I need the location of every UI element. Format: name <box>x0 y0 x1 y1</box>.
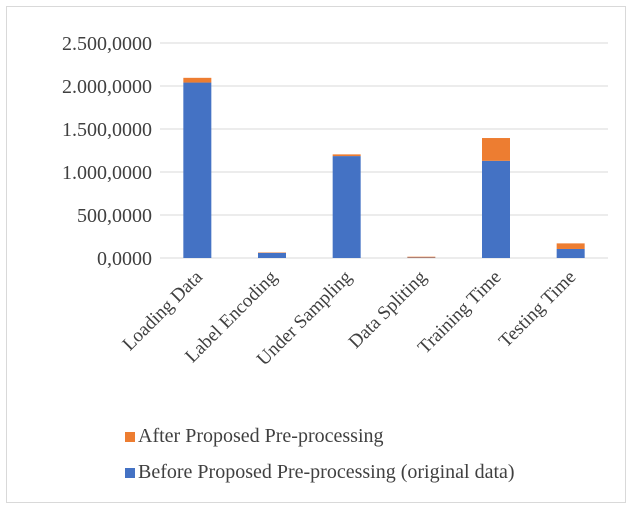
y-tick-label: 0,0000 <box>97 248 152 270</box>
bar-segment-before <box>482 160 510 258</box>
y-tick-label: 2.000,0000 <box>62 76 152 98</box>
legend-label-before: Before Proposed Pre-processing (original… <box>138 461 515 483</box>
legend-swatch-after <box>125 431 135 442</box>
legend-item-after: After Proposed Pre-processing <box>125 425 384 448</box>
y-tick-label: 1.000,0000 <box>62 162 152 184</box>
chart-frame <box>6 6 626 503</box>
y-tick-label: 1.500,0000 <box>62 119 152 141</box>
y-tick-label: 2.500,0000 <box>62 33 152 55</box>
x-category-label: Testing Time <box>495 267 580 352</box>
bar-segment-after <box>482 138 510 161</box>
bar-segment-before <box>183 82 212 258</box>
bar-segment-before <box>332 156 361 258</box>
bars <box>183 77 585 258</box>
bar-segment-after <box>332 154 361 157</box>
bar-segment-after <box>183 77 212 83</box>
legend-item-before: Before Proposed Pre-processing (original… <box>125 461 515 484</box>
bar-segment-before <box>556 248 585 258</box>
y-axis-tick-labels: 0,0000 500,0000 1.000,0000 1.500,0000 2.000,… <box>62 33 152 270</box>
gridlines <box>160 42 608 259</box>
legend-label-after: After Proposed Pre-processing <box>138 425 384 447</box>
bar-segment-after <box>407 256 436 258</box>
legend-swatch-before <box>125 467 135 478</box>
bar-segment-before <box>258 252 286 258</box>
bar-segment-after <box>556 243 585 249</box>
y-tick-label: 500,0000 <box>77 205 152 227</box>
